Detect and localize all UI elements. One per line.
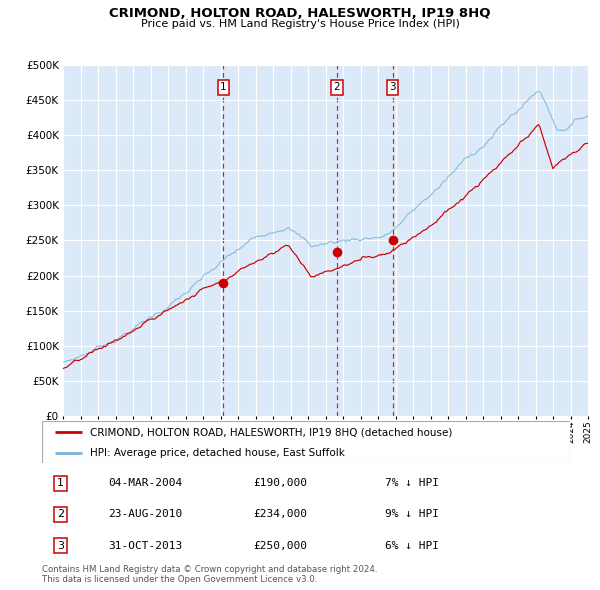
- Text: CRIMOND, HOLTON ROAD, HALESWORTH, IP19 8HQ (detached house): CRIMOND, HOLTON ROAD, HALESWORTH, IP19 8…: [89, 427, 452, 437]
- Text: £250,000: £250,000: [253, 540, 307, 550]
- Text: HPI: Average price, detached house, East Suffolk: HPI: Average price, detached house, East…: [89, 448, 344, 457]
- Text: 04-MAR-2004: 04-MAR-2004: [108, 478, 182, 489]
- Text: 2: 2: [334, 83, 340, 93]
- Text: 1: 1: [220, 83, 227, 93]
- Text: £190,000: £190,000: [253, 478, 307, 489]
- Text: Price paid vs. HM Land Registry's House Price Index (HPI): Price paid vs. HM Land Registry's House …: [140, 19, 460, 30]
- Text: 31-OCT-2013: 31-OCT-2013: [108, 540, 182, 550]
- Text: This data is licensed under the Open Government Licence v3.0.: This data is licensed under the Open Gov…: [42, 575, 317, 584]
- Text: Contains HM Land Registry data © Crown copyright and database right 2024.: Contains HM Land Registry data © Crown c…: [42, 565, 377, 574]
- Text: 1: 1: [57, 478, 64, 489]
- Text: £234,000: £234,000: [253, 510, 307, 519]
- Text: 7% ↓ HPI: 7% ↓ HPI: [385, 478, 439, 489]
- Text: 23-AUG-2010: 23-AUG-2010: [108, 510, 182, 519]
- Text: 9% ↓ HPI: 9% ↓ HPI: [385, 510, 439, 519]
- Text: 6% ↓ HPI: 6% ↓ HPI: [385, 540, 439, 550]
- Text: 3: 3: [57, 540, 64, 550]
- Text: 2: 2: [57, 510, 64, 519]
- Text: CRIMOND, HOLTON ROAD, HALESWORTH, IP19 8HQ: CRIMOND, HOLTON ROAD, HALESWORTH, IP19 8…: [109, 7, 491, 20]
- Text: 3: 3: [389, 83, 396, 93]
